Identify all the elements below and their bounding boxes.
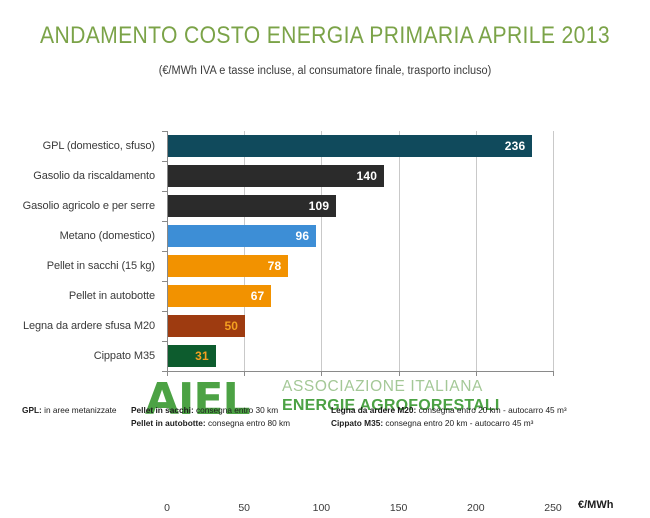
bar-row: Cippato M35 31: [0, 341, 650, 371]
bar-value-label: 67: [250, 289, 265, 303]
x-axis-tick: [244, 371, 246, 376]
bar: 109: [168, 195, 337, 217]
watermark-line-1-text: ASSOCIAZIONE ITALIANA: [282, 378, 483, 395]
bar: 96: [168, 225, 317, 247]
footnote-line: Pellet in sacchi: consegna entro 30 km: [131, 404, 290, 417]
category-label: GPL (domestico, sfuso): [42, 140, 155, 152]
page-title: ANDAMENTO COSTO ENERGIA PRIMARIA APRILE …: [40, 22, 610, 49]
chart-subtitle: (€/MWh IVA e tasse incluse, al consumato…: [158, 65, 492, 77]
category-label: Cippato M35: [93, 350, 155, 362]
y-axis-tick: [162, 341, 167, 342]
y-axis-tick: [162, 221, 167, 222]
bar-row: Legna da ardere sfusa M20 50: [0, 311, 650, 341]
gridline: [321, 131, 323, 371]
footnote-line: Legna da ardere M20: consegna entro 20 k…: [331, 404, 567, 417]
x-axis-tick: [398, 371, 400, 376]
x-axis-tick: [553, 371, 554, 376]
x-axis-tick: [321, 371, 323, 376]
bar-row: Gasolio agricolo e per serre 109: [0, 191, 650, 221]
bar: 140: [168, 165, 385, 187]
footnote-term: GPL:: [22, 405, 42, 415]
bar-row: Pellet in autobotte 67: [0, 281, 650, 311]
footnote-term: Pellet in sacchi:: [131, 405, 194, 415]
bar-value-label: 236: [504, 139, 526, 153]
category-label: Pellet in sacchi (15 kg): [46, 260, 155, 272]
y-axis-tick: [162, 131, 167, 132]
category-label: Metano (domestico): [59, 230, 156, 242]
footnote-line: GPL: in aree metanizzate: [22, 404, 117, 417]
x-axis-tick-label: 250: [544, 502, 562, 514]
category-label: Legna da ardere sfusa M20: [22, 320, 155, 332]
bar: 78: [168, 255, 289, 277]
y-axis-tick: [162, 311, 167, 312]
footnote-detail: consegna entro 80 km: [205, 418, 291, 428]
category-label: Pellet in autobotte: [68, 290, 155, 302]
x-axis-tick-label: 150: [389, 502, 408, 514]
y-axis-line: [167, 131, 168, 371]
footnote-term: Pellet in autobotte:: [131, 418, 206, 428]
footnote-term: Legna da ardere M20:: [331, 405, 417, 415]
bar-value-label: 31: [195, 349, 209, 363]
x-axis-tick-label: 100: [312, 502, 331, 514]
bar-row: Gasolio da riscaldamento 140: [0, 161, 650, 191]
category-label: Gasolio da riscaldamento: [33, 170, 155, 182]
x-axis-tick: [475, 371, 477, 376]
bar: 50: [168, 315, 246, 337]
x-axis-tick: [167, 371, 168, 376]
bar: 31: [168, 345, 216, 367]
y-axis-tick: [162, 251, 167, 252]
x-axis-tick-label: 200: [467, 502, 485, 514]
footnote-term: Cippato M35:: [331, 418, 384, 428]
gridline: [553, 131, 554, 371]
x-axis-unit-label: €/MWh: [578, 499, 614, 511]
x-axis-tick-label: 50: [238, 502, 251, 514]
gridline: [244, 131, 246, 371]
footnote-line: Cippato M35: consegna entro 20 km - auto…: [331, 417, 567, 430]
bar: 236: [168, 135, 533, 157]
y-axis-tick: [162, 371, 167, 372]
bar-value-label: 109: [308, 199, 330, 213]
bar-value-label: 78: [267, 259, 282, 273]
bar-row: Pellet in sacchi (15 kg) 78: [0, 251, 650, 281]
gridline: [398, 131, 400, 371]
x-axis-tick-label: 0: [164, 502, 170, 514]
footnotes: GPL: in aree metanizzate Pellet in sacch…: [0, 404, 650, 444]
y-axis-tick: [162, 281, 167, 282]
category-label: Gasolio agricolo e per serre: [22, 200, 155, 212]
bar-chart: GPL (domestico, sfuso) 236 Gasolio da risc…: [0, 125, 650, 514]
footnote-detail: consegna entro 20 km - autocarro 45 m³: [416, 405, 567, 415]
y-axis-tick: [162, 191, 167, 192]
x-axis-tick-labels: 0 50 100 150 200 250: [0, 502, 650, 518]
footnote-column-1: GPL: in aree metanizzate: [22, 404, 117, 417]
bar-value-label: 140: [356, 169, 378, 183]
footnote-detail: consegna entro 20 km - autocarro 45 m³: [383, 418, 534, 428]
gridline: [475, 131, 477, 371]
footnote-column-3: Legna da ardere M20: consegna entro 20 k…: [331, 404, 567, 430]
footnote-detail: consegna entro 30 km: [193, 405, 279, 415]
y-axis-tick: [162, 161, 167, 162]
bar: 67: [168, 285, 272, 307]
bar-value-label: 50: [224, 319, 239, 333]
bar-row: Metano (domestico) 96: [0, 221, 650, 251]
footnote-detail: in aree metanizzate: [41, 405, 117, 415]
footnote-column-2: Pellet in sacchi: consegna entro 30 km Pe…: [131, 404, 290, 430]
x-axis-line: [167, 371, 554, 372]
footnote-line: Pellet in autobotte: consegna entro 80 k…: [131, 417, 290, 430]
bar-row: GPL (domestico, sfuso) 236: [0, 131, 650, 161]
bar-value-label: 96: [295, 229, 310, 243]
